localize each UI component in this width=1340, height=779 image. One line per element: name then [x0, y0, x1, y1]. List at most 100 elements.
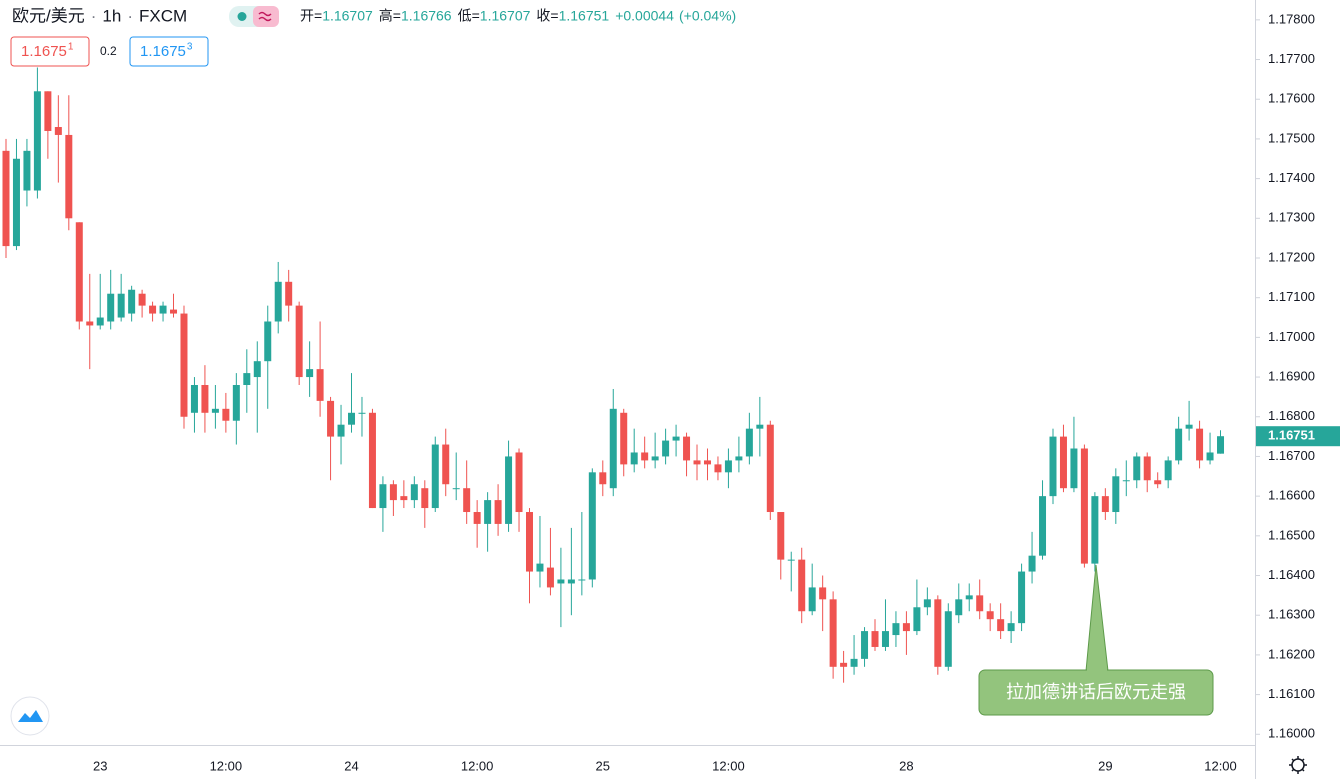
change-pct: (+0.04%)	[679, 8, 736, 24]
toggle[interactable]	[229, 6, 279, 27]
candle-body	[2, 150, 10, 247]
gear-teeth[interactable]	[1289, 756, 1307, 774]
y-tick-label: 1.17000	[1268, 329, 1315, 344]
ohlc-label: 开=	[300, 8, 322, 24]
candle-body	[149, 305, 157, 314]
ask-sup: 3	[187, 42, 193, 53]
candle-body	[505, 456, 513, 524]
candle-body	[536, 563, 544, 572]
x-tick-label: 12:00	[712, 758, 745, 773]
candle-body	[1196, 428, 1204, 461]
candle-body	[651, 456, 659, 461]
bid-price: 1.1675	[21, 43, 67, 60]
y-tick-label: 1.16300	[1268, 607, 1315, 622]
candle-body	[159, 305, 167, 314]
x-tick-label: 28	[899, 758, 913, 773]
candle-body	[1028, 555, 1036, 572]
candle-body	[1059, 436, 1067, 489]
logo-mark	[18, 710, 43, 722]
candle-body	[1080, 448, 1088, 564]
last-price-label: 1.16751	[1268, 428, 1315, 443]
candle-body	[1185, 424, 1193, 429]
y-tick-label: 1.17100	[1268, 289, 1315, 304]
wave-icon[interactable]	[258, 11, 272, 22]
source: FXCM	[139, 6, 187, 25]
candle-body	[442, 444, 450, 485]
y-tick-label: 1.17800	[1268, 11, 1315, 26]
candle-body	[222, 408, 230, 421]
candle-body	[861, 631, 869, 659]
candle-body	[1175, 428, 1183, 461]
callout-join	[1087, 668, 1107, 673]
y-tick-label: 1.16600	[1268, 488, 1315, 503]
candle-body	[138, 293, 146, 306]
ohlc-value: 1.16766	[401, 8, 452, 24]
y-tick-label: 1.16500	[1268, 527, 1315, 542]
candle-body	[1154, 480, 1162, 485]
candle-body	[934, 599, 942, 667]
ask-box[interactable]	[129, 36, 209, 67]
ohlc-value: 1.16707	[322, 8, 373, 24]
candle-body	[578, 579, 586, 581]
toggle-wave[interactable]	[253, 6, 279, 27]
candle-body	[243, 373, 251, 386]
candle-body	[1101, 496, 1109, 513]
candle-body	[494, 500, 502, 524]
candle-body	[253, 361, 261, 378]
callout: 拉加德讲话后欧元走强	[978, 564, 1214, 716]
y-tick-label: 1.16400	[1268, 567, 1315, 582]
candle-body	[1039, 496, 1047, 556]
ohlc-label: 高=	[379, 8, 401, 24]
candle-body	[829, 599, 837, 667]
candle-body	[630, 452, 638, 465]
candle-body	[703, 460, 711, 465]
candle-body	[986, 611, 994, 620]
candle-body	[850, 658, 858, 667]
symbol: 欧元/美元	[12, 6, 85, 25]
candle-body	[211, 408, 219, 413]
candle-body	[285, 281, 293, 306]
x-tick-label: 12:00	[1204, 758, 1237, 773]
settings-icon[interactable]	[1289, 756, 1307, 774]
x-tick-label: 25	[596, 758, 610, 773]
bid-sup: 1	[68, 42, 74, 53]
y-tick-label: 1.16800	[1268, 408, 1315, 423]
candle-body	[201, 385, 209, 413]
candle-body	[683, 436, 691, 461]
y-tick-label: 1.17600	[1268, 91, 1315, 106]
candle-body	[337, 424, 345, 437]
bid-box[interactable]	[10, 36, 90, 67]
annotation-text: 拉加德讲话后欧元走强	[1006, 682, 1186, 702]
x-tick-label: 12:00	[210, 758, 243, 773]
candle-body	[515, 452, 523, 513]
candle-body	[787, 559, 795, 561]
ask-price: 1.1675	[140, 43, 186, 60]
candle-body	[892, 623, 900, 636]
candle-body	[1133, 456, 1141, 481]
candle-body	[955, 599, 963, 616]
candle-body	[944, 611, 952, 667]
ohlc-label: 收=	[536, 8, 558, 24]
candle-body	[546, 567, 554, 588]
candle-body	[609, 408, 617, 489]
toggle-dot[interactable]	[237, 12, 247, 21]
candle-body	[525, 512, 533, 572]
candle-body	[33, 91, 41, 191]
x-tick-label: 29	[1098, 758, 1112, 773]
x-tick-label: 23	[93, 758, 107, 773]
candle-body	[484, 500, 492, 524]
candles	[2, 67, 1225, 683]
ohlc-label: 低=	[458, 8, 480, 24]
candle-body	[358, 412, 366, 414]
candle-body	[777, 512, 785, 560]
y-tick-label: 1.17500	[1268, 130, 1315, 145]
logo	[10, 696, 50, 736]
candle-body	[431, 444, 439, 509]
candle-body	[368, 412, 376, 509]
candle-body	[421, 488, 429, 509]
y-tick-label: 1.17700	[1268, 51, 1315, 66]
candle-body	[306, 369, 314, 378]
candle-body	[75, 222, 83, 322]
y-tick-label: 1.17400	[1268, 170, 1315, 185]
candle-body	[1143, 456, 1151, 481]
